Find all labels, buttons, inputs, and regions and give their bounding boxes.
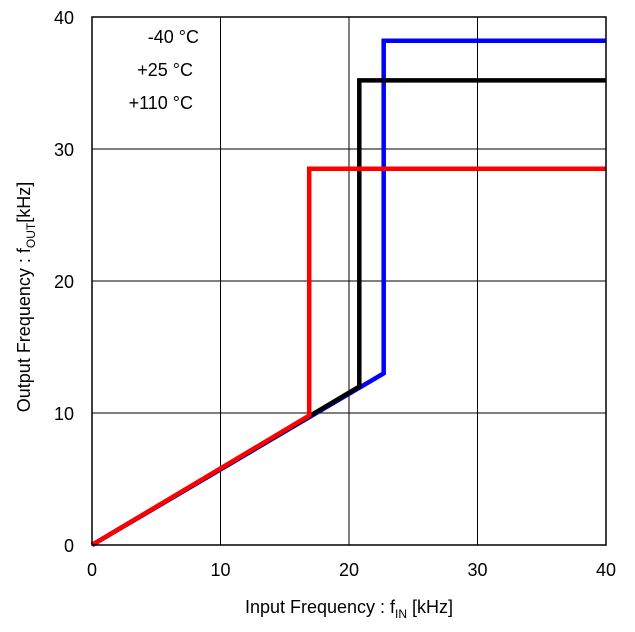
x-tick-label-20: 20 [339, 560, 359, 580]
tick-labels: 0 10 20 30 40 0 10 20 30 40 [54, 8, 616, 580]
x-tick-label-30: 30 [467, 560, 487, 580]
y-tick-label-20: 20 [54, 272, 74, 292]
legend-entry-0: -40 °C [148, 27, 199, 47]
y-tick-label-0: 0 [64, 536, 74, 556]
plot-frame [91, 16, 607, 546]
legend-entry-2: +110 °C [129, 93, 193, 113]
y-axis-title-suffix: [kHz] [14, 182, 34, 223]
y-axis-title-subscript: OUT [24, 222, 38, 248]
x-tick-label-0: 0 [87, 560, 97, 580]
series-lines [90, 38, 606, 547]
y-tick-label-10: 10 [54, 404, 74, 424]
x-axis-title-subscript: IN [395, 607, 407, 621]
x-tick-label-10: 10 [210, 560, 230, 580]
x-axis-title-suffix: [kHz] [407, 597, 453, 617]
legend: -40 °C +25 °C +110 °C [129, 27, 199, 113]
y-tick-label-30: 30 [54, 140, 74, 160]
x-axis-title-prefix: Input Frequency : f [245, 597, 396, 617]
legend-entry-1: +25 °C [137, 60, 193, 80]
y-tick-label-40: 40 [54, 8, 74, 28]
x-axis-title: Input Frequency : fIN [kHz] [245, 597, 453, 621]
y-axis-title-prefix: Output Frequency : f [14, 247, 34, 412]
series-line-2 [90, 166, 606, 547]
y-axis-title: Output Frequency : fOUT[kHz] [14, 182, 38, 412]
x-tick-label-40: 40 [596, 560, 616, 580]
